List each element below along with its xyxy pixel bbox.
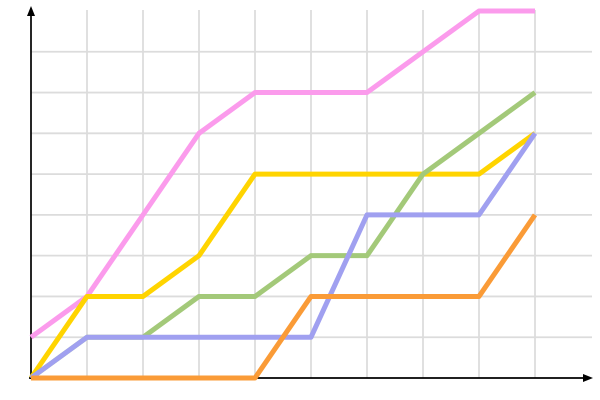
series-line-pink (29, 8, 535, 340)
series-line-orange (31, 213, 538, 381)
series-line-yellow (28, 131, 537, 380)
y-axis-arrowhead (27, 6, 35, 16)
x-axis-arrowhead (583, 374, 593, 382)
